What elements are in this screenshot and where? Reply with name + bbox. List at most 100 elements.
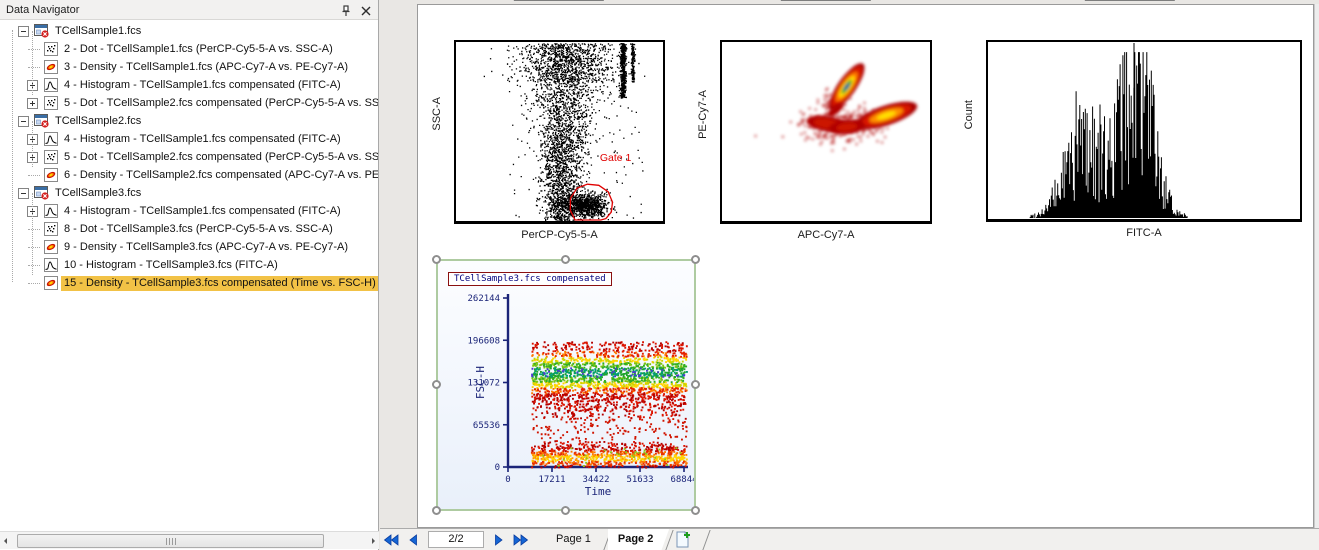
page-indicator: 2/2: [428, 531, 484, 548]
plot3-ylabel: Count: [963, 100, 975, 130]
dot-plot[interactable]: Gate 1: [454, 40, 665, 224]
page-bar: 2/2 Page 1 Page 2: [380, 528, 1319, 550]
x-tick-label: 51633: [626, 475, 653, 485]
pin-icon[interactable]: [340, 4, 352, 16]
resize-handle-nw[interactable]: [432, 255, 441, 264]
collapse-toggle[interactable]: [18, 188, 29, 199]
sample-icon: [34, 186, 50, 200]
y-tick-label: 0: [495, 463, 500, 473]
dot-plot-icon: [44, 222, 60, 236]
histogram-plot[interactable]: [986, 40, 1302, 222]
y-tick-label: 65536: [473, 421, 500, 431]
dot-plot-icon: [44, 96, 60, 110]
plot-label: 9 - Density - TCellSample3.fcs (APC-Cy7-…: [64, 241, 349, 253]
tree-plot-row[interactable]: 6 - Density - TCellSample2.fcs compensat…: [0, 166, 378, 184]
y-tick-label: 262144: [467, 294, 500, 304]
resize-handle-s[interactable]: [561, 506, 570, 515]
plot4-title[interactable]: TCellSample3.fcs compensated: [448, 272, 612, 286]
expand-toggle[interactable]: [27, 98, 38, 109]
sample-label: TCellSample1.fcs: [55, 25, 142, 37]
tree-plot-row[interactable]: 4 - Histogram - TCellSample1.fcs compens…: [0, 76, 378, 94]
plot-label: 5 - Dot - TCellSample2.fcs compensated (…: [64, 151, 378, 163]
navigator-hscrollbar[interactable]: [0, 531, 379, 549]
resize-handle-se[interactable]: [691, 506, 700, 515]
resize-handle-sw[interactable]: [432, 506, 441, 515]
sample-tree: TCellSample1.fcs 2 - Dot - TCellSample1.f…: [0, 20, 378, 530]
add-page-button[interactable]: [670, 531, 696, 548]
x-tick-label: 34422: [582, 475, 609, 485]
tree-plot-row[interactable]: 5 - Dot - TCellSample2.fcs compensated (…: [0, 94, 378, 112]
histogram-plot-icon: [44, 204, 60, 218]
first-page-button[interactable]: [380, 531, 402, 549]
panel-title: Data Navigator: [6, 4, 80, 16]
prev-page-button[interactable]: [402, 531, 424, 549]
tree-plot-row[interactable]: 2 - Dot - TCellSample1.fcs (PerCP-Cy5-5-…: [0, 40, 378, 58]
selected-density-plot[interactable]: TCellSample3.fcs compensated 0 65536 13107…: [432, 255, 700, 515]
canvas-vscrollbar[interactable]: [1314, 4, 1319, 528]
scroll-left-button[interactable]: [0, 533, 16, 549]
tree-sample-row[interactable]: TCellSample1.fcs: [0, 22, 378, 40]
tree-plot-row[interactable]: 15 - Density - TCellSample3.fcs compensa…: [0, 274, 378, 292]
histogram-plot-icon: [44, 258, 60, 272]
plot-label: 15 - Density - TCellSample3.fcs compensa…: [61, 276, 378, 291]
density-plot-icon: [44, 168, 60, 182]
x-tick-label: 68844: [670, 475, 694, 485]
plot4-xlabel: Time: [585, 485, 612, 498]
sample-label: TCellSample2.fcs: [55, 115, 142, 127]
density-plot-icon: [44, 276, 60, 290]
resize-handle-e[interactable]: [691, 380, 700, 389]
scroll-right-button[interactable]: [363, 533, 379, 549]
next-page-button[interactable]: [488, 531, 510, 549]
resize-handle-n[interactable]: [561, 255, 570, 264]
collapse-toggle[interactable]: [18, 116, 29, 127]
y-tick-label: 131072: [467, 379, 500, 389]
tree-plot-row[interactable]: 4 - Histogram - TCellSample1.fcs compens…: [0, 130, 378, 148]
tab-page-1[interactable]: Page 1: [556, 532, 591, 545]
scrollbar-thumb[interactable]: [17, 534, 324, 548]
plot2-xlabel: APC-Cy7-A: [797, 229, 855, 241]
sample-icon: [34, 114, 50, 128]
density-plot-icon: [44, 60, 60, 74]
tree-sample-row[interactable]: TCellSample3.fcs: [0, 184, 378, 202]
density-plot-icon: [44, 240, 60, 254]
tab-page-2[interactable]: Page 2: [608, 529, 669, 550]
close-icon[interactable]: [360, 4, 372, 16]
resize-handle-ne[interactable]: [691, 255, 700, 264]
sample-icon: [34, 24, 50, 38]
plot3-xlabel: FITC-A: [1126, 227, 1162, 239]
gate-label: Gate 1: [600, 152, 632, 164]
y-tick-label: 196608: [467, 336, 500, 346]
tree-plot-row[interactable]: 8 - Dot - TCellSample3.fcs (PerCP-Cy5-5-…: [0, 220, 378, 238]
plot-label: 5 - Dot - TCellSample2.fcs compensated (…: [64, 97, 378, 109]
plot-label: 4 - Histogram - TCellSample1.fcs compens…: [64, 79, 341, 91]
sample-label: TCellSample3.fcs: [55, 187, 142, 199]
resize-handle-w[interactable]: [432, 380, 441, 389]
page-tabs: Page 1 Page 2: [546, 529, 674, 550]
layout-canvas[interactable]: TCellSample3.fcs Gate 1 SSC-A PerCP-Cy5-…: [417, 4, 1314, 528]
dot-plot-icon: [44, 150, 60, 164]
histogram-plot-icon: [44, 78, 60, 92]
tree-plot-row[interactable]: 3 - Density - TCellSample1.fcs (APC-Cy7-…: [0, 58, 378, 76]
plot-label: 4 - Histogram - TCellSample1.fcs compens…: [64, 205, 341, 217]
tree-plot-row[interactable]: 5 - Dot - TCellSample2.fcs compensated (…: [0, 148, 378, 166]
density-plot[interactable]: [720, 40, 932, 224]
plot1-xlabel: PerCP-Cy5-5-A: [521, 229, 598, 241]
plot-label: 3 - Density - TCellSample1.fcs (APC-Cy7-…: [64, 61, 349, 73]
plot1-ylabel: SSC-A: [431, 97, 443, 131]
plot-label: 4 - Histogram - TCellSample1.fcs compens…: [64, 133, 341, 145]
plot2-ylabel: PE-Cy7-A: [697, 90, 709, 139]
histogram-plot-icon: [44, 132, 60, 146]
density-plot-group: TCellSample3.fcs PE-Cy7-A APC-Cy7-A: [684, 5, 944, 255]
collapse-toggle[interactable]: [18, 26, 29, 37]
histogram-plot-group: TCellSample3.fcs Count FITC-A: [950, 5, 1315, 255]
tree-plot-row[interactable]: 10 - Histogram - TCellSample3.fcs (FITC-…: [0, 256, 378, 274]
plot4-ylabel: FSC-H: [474, 366, 487, 399]
data-navigator-panel: Data Navigator TCellSample1.fcs 2 - Dot -…: [0, 0, 379, 550]
tree-plot-row[interactable]: 4 - Histogram - TCellSample1.fcs compens…: [0, 202, 378, 220]
dot-plot-icon: [44, 42, 60, 56]
dot-plot-group: TCellSample3.fcs Gate 1 SSC-A PerCP-Cy5-…: [418, 5, 678, 255]
tree-sample-row[interactable]: TCellSample2.fcs: [0, 112, 378, 130]
tree-plot-row[interactable]: 9 - Density - TCellSample3.fcs (APC-Cy7-…: [0, 238, 378, 256]
last-page-button[interactable]: [510, 531, 532, 549]
